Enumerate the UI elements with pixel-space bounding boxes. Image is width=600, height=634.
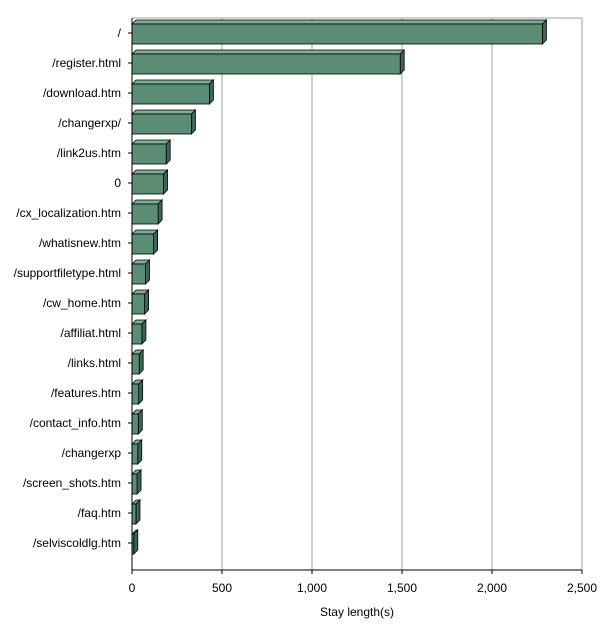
- bar-side-face: [135, 499, 141, 525]
- bar-top-face: [131, 139, 172, 145]
- bar-top-face: [131, 109, 197, 115]
- bar-side-face: [144, 289, 150, 315]
- bar-front-face: [131, 503, 137, 525]
- bar: [131, 529, 139, 555]
- bar-side-face: [165, 139, 171, 165]
- bar-front-face: [131, 323, 143, 345]
- bar: [131, 499, 141, 525]
- bar: [131, 79, 215, 105]
- bar-side-face: [542, 19, 547, 45]
- x-tick-labels: 0 500 1,000 1,500 2,000 2,500: [129, 581, 598, 595]
- bar: [131, 319, 147, 345]
- bar-front-face: [131, 23, 543, 45]
- bar-side-face: [399, 49, 405, 75]
- bar-front-face: [131, 293, 145, 315]
- bar: [131, 379, 144, 405]
- category-label: /features.htm: [51, 386, 121, 400]
- category-label: /changerxp: [62, 446, 122, 460]
- bar-side-face: [153, 229, 159, 255]
- bar: [131, 199, 164, 225]
- axes: [128, 18, 583, 574]
- bar-front-face: [131, 83, 210, 105]
- bar-front-face: [131, 263, 146, 285]
- bar-front-face: [131, 53, 401, 75]
- bar-top-face: [131, 79, 215, 85]
- category-label: /cx_localization.htm: [16, 206, 121, 220]
- bar: [131, 259, 151, 285]
- bar-top-face: [131, 49, 406, 55]
- x-tick-label: 500: [212, 581, 232, 595]
- category-label: /download.htm: [43, 86, 121, 100]
- bar: [131, 229, 159, 255]
- x-tick-label: 1,500: [387, 581, 417, 595]
- bar: [131, 169, 169, 195]
- bar-side-face: [138, 349, 144, 375]
- bar: [131, 439, 143, 465]
- x-axis-title: Stay length(s): [320, 605, 394, 619]
- bar: [131, 469, 143, 495]
- category-label: /cw_home.htm: [43, 296, 121, 310]
- bar-front-face: [131, 413, 139, 435]
- bar-side-face: [141, 319, 147, 345]
- bar-side-face: [136, 469, 142, 495]
- x-tick-label: 2,000: [477, 581, 507, 595]
- category-label: /changerxp/: [58, 116, 121, 130]
- bars: [131, 19, 548, 555]
- category-labels: / /register.html/download.htm/changerxp/ /…: [14, 26, 122, 550]
- category-label: /register.html: [52, 56, 121, 70]
- bar: [131, 139, 172, 165]
- bar: [131, 19, 548, 45]
- category-label: /supportfiletype.html: [14, 266, 121, 280]
- category-label: /links.html: [68, 356, 121, 370]
- category-label: /: [118, 26, 122, 40]
- bar-front-face: [131, 473, 138, 495]
- x-tick-label: 1,000: [297, 581, 327, 595]
- category-label: /selviscoldlg.htm: [33, 536, 121, 550]
- x-tick-label: 0: [129, 581, 136, 595]
- bar-side-face: [137, 439, 143, 465]
- bar: [131, 109, 197, 135]
- bar-side-face: [138, 379, 144, 405]
- bar-side-face: [145, 259, 150, 285]
- bar-side-face: [163, 169, 168, 195]
- bar-top-face: [131, 19, 548, 25]
- bar-side-face: [133, 529, 139, 555]
- bar-side-face: [208, 79, 214, 105]
- bar-front-face: [131, 143, 167, 165]
- category-label: /affiliat.html: [61, 326, 121, 340]
- category-label: /link2us.htm: [57, 146, 121, 160]
- bar: [131, 49, 406, 75]
- category-label: /faq.htm: [78, 506, 121, 520]
- category-label: /contact_info.htm: [30, 416, 121, 430]
- category-label: 0: [114, 176, 121, 190]
- bar-front-face: [131, 113, 192, 135]
- bar: [131, 349, 145, 375]
- bar: [131, 289, 150, 315]
- bar-top-face: [131, 169, 169, 175]
- bar-side-face: [157, 199, 163, 225]
- category-label: /whatisnew.htm: [39, 236, 121, 250]
- bar-front-face: [131, 353, 140, 375]
- category-label: /screen_shots.htm: [23, 476, 121, 490]
- bar-front-face: [131, 383, 140, 405]
- bar-front-face: [131, 203, 159, 225]
- bar-side-face: [190, 109, 196, 135]
- grid-lines: [132, 17, 583, 570]
- bar-front-face: [131, 443, 139, 465]
- bar: [131, 409, 144, 435]
- x-tick-label: 2,500: [567, 581, 597, 595]
- bar-side-face: [137, 409, 143, 435]
- bar-front-face: [131, 173, 164, 195]
- bar-front-face: [131, 233, 155, 255]
- bar-top-face: [131, 199, 164, 205]
